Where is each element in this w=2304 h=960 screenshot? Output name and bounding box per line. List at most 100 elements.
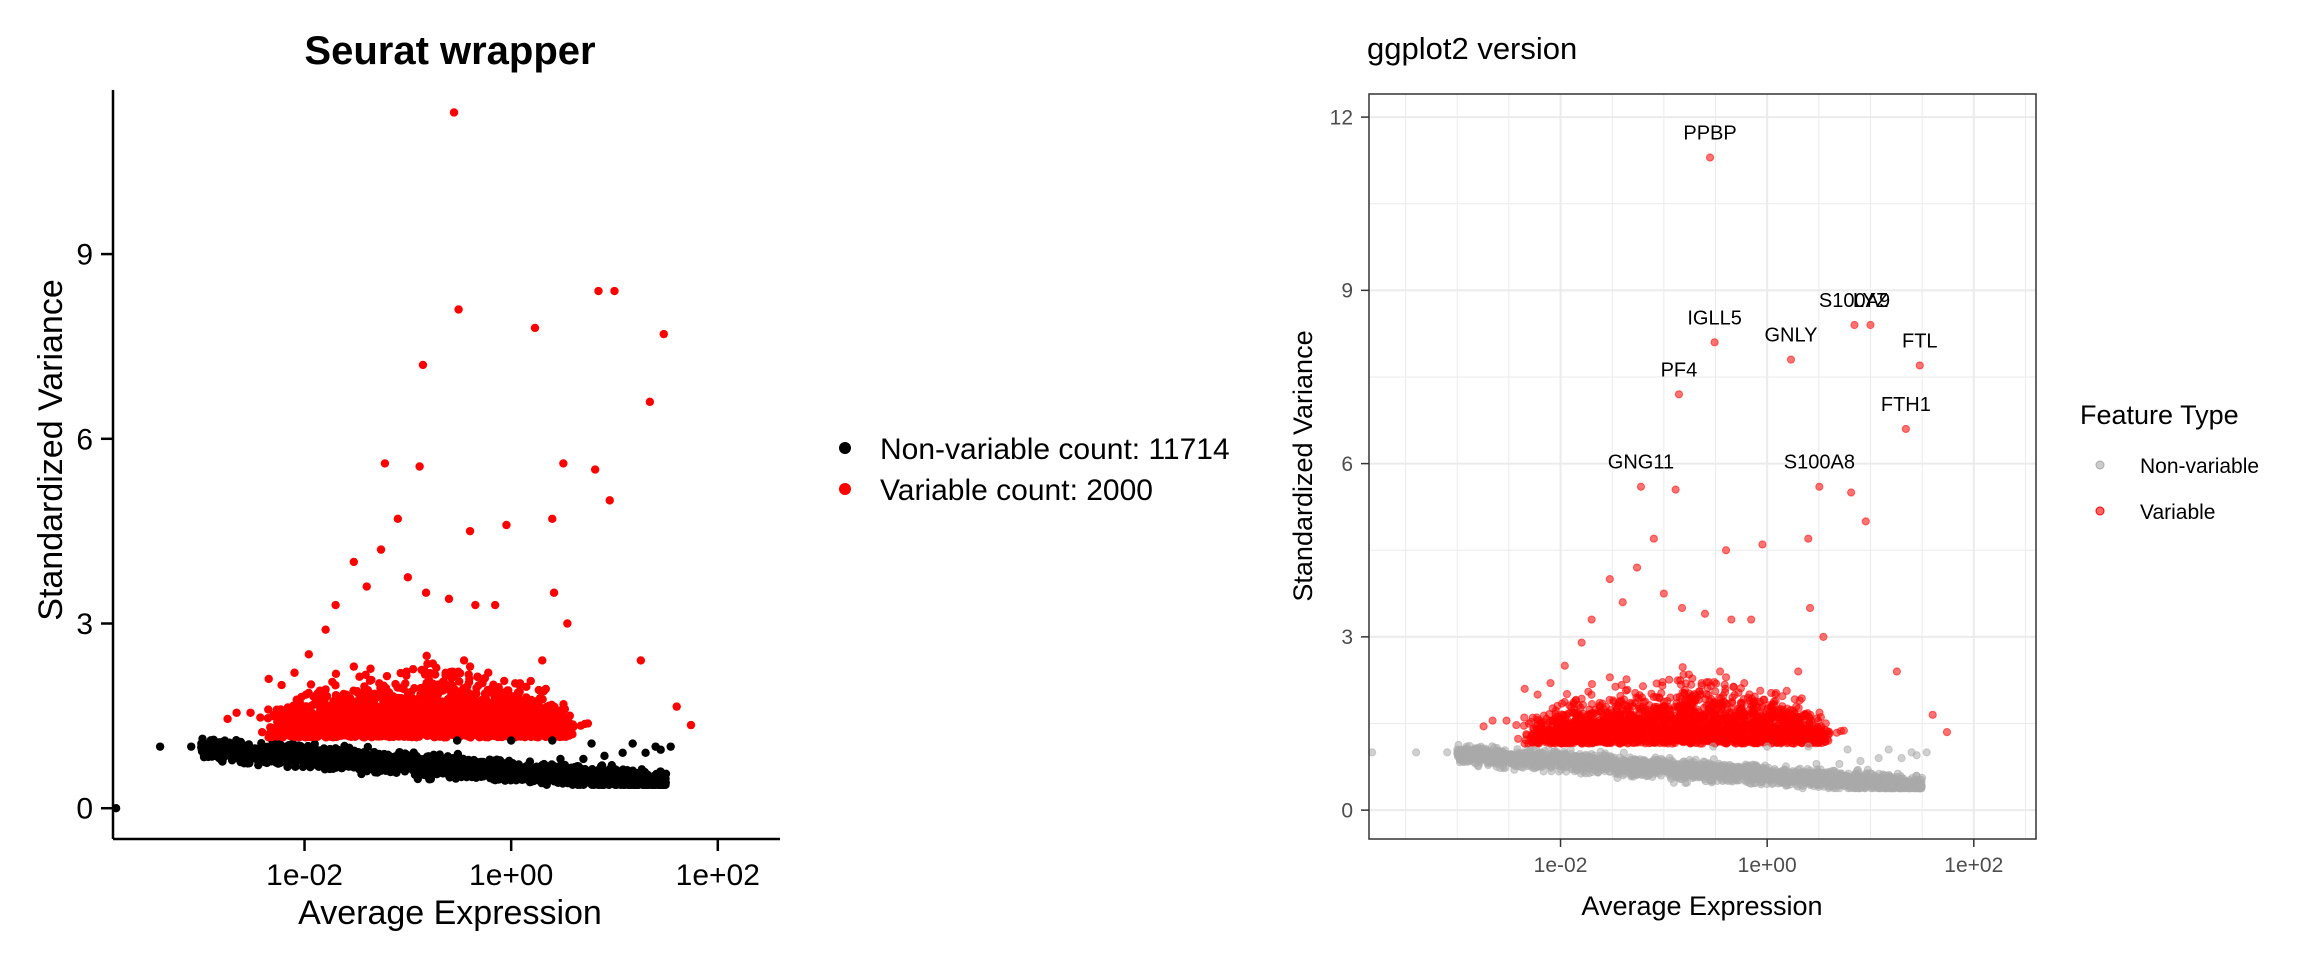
scatter-point-variable (345, 709, 354, 718)
scatter-point-nonvariable (259, 744, 268, 753)
scatter-point-variable (446, 729, 455, 738)
scatter-point-variable (432, 663, 441, 673)
scatter-point-variable (415, 722, 425, 731)
scatter-point-nonvariable (569, 766, 578, 775)
scatter-point-variable (534, 685, 544, 695)
scatter-point-nonvariable (403, 755, 413, 764)
scatter-point-nonvariable (628, 739, 637, 748)
scatter-point-variable (464, 706, 474, 715)
y-tick-label: 9 (76, 239, 93, 272)
scatter-point-nonvariable (596, 762, 606, 771)
scatter-point-nonvariable (560, 764, 570, 773)
scatter-point-nonvariable (475, 770, 485, 779)
scatter-point-variable (490, 600, 500, 610)
scatter-point-variable (264, 705, 273, 714)
scatter-point-variable (430, 731, 439, 741)
scatter-point-nonvariable (506, 736, 516, 745)
legend-label-variable: Variable count: 2000 (880, 474, 1153, 507)
scatter-point-variable (502, 520, 511, 530)
scatter-point-nonvariable (625, 772, 634, 782)
scatter-point-variable (321, 625, 330, 634)
scatter-point-variable (482, 718, 492, 727)
scatter-point-nonvariable (349, 751, 359, 761)
scatter-point-nonvariable (501, 759, 511, 768)
scatter-point-variable (401, 679, 410, 688)
scatter-point-nonvariable (200, 739, 210, 749)
scatter-point-variable (453, 688, 463, 697)
scatter-point-variable (512, 716, 522, 725)
scatter-point-variable (465, 662, 475, 671)
scatter-point-variable (556, 706, 566, 715)
scatter-point-nonvariable (538, 760, 547, 770)
scatter-point-nonvariable (569, 778, 579, 788)
scatter-point-variable (559, 725, 569, 734)
scatter-point-nonvariable (651, 742, 660, 751)
scatter-point-nonvariable (199, 748, 208, 757)
scatter-point-variable (331, 600, 340, 610)
scatter-point-variable (535, 704, 545, 714)
scatter-point-variable (530, 323, 540, 333)
scatter-point-variable (466, 719, 475, 729)
scatter-point-variable (423, 659, 432, 669)
scatter-point-variable (538, 656, 547, 665)
scatter-point-nonvariable (452, 736, 462, 745)
scatter-points (111, 108, 696, 813)
scatter-point-nonvariable (237, 747, 246, 756)
scatter-point-variable (443, 694, 453, 704)
scatter-point-variable (501, 718, 510, 727)
scatter-point-variable (382, 671, 392, 681)
scatter-point-variable (372, 693, 381, 702)
scatter-point-nonvariable (613, 770, 622, 780)
scatter-point-variable (590, 465, 600, 474)
scatter-point-nonvariable (426, 774, 436, 784)
scatter-point-nonvariable (187, 742, 196, 751)
y-axis-label: Standardized Variance (32, 279, 70, 620)
scatter-point-nonvariable (251, 754, 260, 763)
scatter-point-variable (290, 668, 299, 677)
scatter-point-variable (563, 619, 572, 628)
scatter-point-nonvariable (547, 773, 557, 783)
scatter-point-nonvariable (600, 751, 609, 761)
scatter-point-nonvariable (363, 742, 373, 752)
scatter-point-variable (295, 697, 304, 707)
legend-label-non-variable: Non-variable count: 11714 (880, 433, 1230, 466)
scatter-point-nonvariable (393, 757, 403, 767)
scatter-point-nonvariable (295, 746, 305, 756)
scatter-point-variable (594, 286, 603, 296)
scatter-point-variable (522, 705, 531, 715)
scatter-point-nonvariable (304, 753, 313, 762)
y-tick-label: 0 (76, 793, 93, 826)
scatter-point-variable (301, 690, 311, 699)
scatter-point-variable (295, 708, 305, 717)
scatter-point-variable (356, 721, 365, 731)
scatter-point-variable (391, 679, 400, 689)
scatter-point-variable (526, 676, 535, 686)
scatter-point-nonvariable (277, 745, 286, 754)
scatter-point-nonvariable (331, 749, 340, 759)
scatter-point-nonvariable (155, 742, 165, 751)
scatter-point-nonvariable (387, 767, 396, 776)
scatter-point-variable (559, 459, 568, 468)
scatter-point-nonvariable (496, 770, 506, 779)
scatter-point-variable (576, 721, 585, 730)
scatter-point-variable (389, 713, 398, 722)
scatter-point-variable (659, 329, 668, 339)
scatter-point-variable (306, 680, 316, 689)
scatter-point-nonvariable (526, 777, 536, 786)
scatter-point-variable (304, 650, 314, 659)
scatter-point-variable (493, 695, 502, 704)
scatter-point-variable (264, 674, 273, 684)
scatter-point-variable (441, 668, 450, 678)
scatter-point-variable (352, 686, 362, 696)
scatter-point-variable (415, 462, 424, 471)
scatter-point-variable (473, 703, 483, 713)
scatter-point-variable (444, 594, 454, 604)
scatter-point-variable (421, 588, 431, 597)
scatter-point-variable (256, 713, 265, 722)
scatter-point-nonvariable (587, 739, 596, 748)
scatter-point-nonvariable (246, 744, 255, 753)
scatter-point-variable (349, 557, 359, 567)
scatter-point-variable (434, 687, 444, 696)
